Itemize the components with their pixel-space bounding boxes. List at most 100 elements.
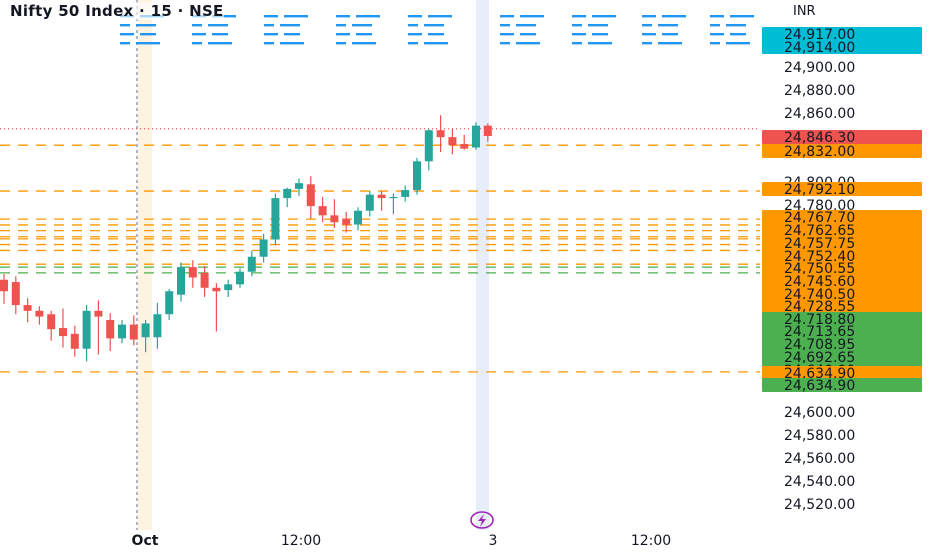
price-level-badge-bg xyxy=(762,324,922,338)
price-level-label: 24,767.70 xyxy=(784,210,855,226)
candle-body xyxy=(330,215,339,223)
price-level-label: 24,692.65 xyxy=(784,350,855,366)
price-level-badge: 24,634.90 xyxy=(762,378,922,394)
candle-body xyxy=(94,310,103,317)
candle-6 xyxy=(70,325,79,357)
legend-bar xyxy=(500,33,514,36)
candle-16 xyxy=(188,260,197,288)
indicator-legend-icon xyxy=(572,15,616,45)
candle-body xyxy=(342,218,351,225)
indicator-legend-icon xyxy=(408,15,452,45)
candle-body xyxy=(259,239,268,257)
candle-body xyxy=(354,210,362,225)
session-highlight xyxy=(138,0,152,530)
candle-body xyxy=(295,183,303,189)
time-tick-label: Oct xyxy=(132,533,159,549)
time-axis[interactable]: Oct 12:00 3 12:00 xyxy=(132,511,672,549)
price-level-badge: 24,917.00 xyxy=(762,27,922,43)
candle-8 xyxy=(94,300,103,355)
price-level-label: 24,792.10 xyxy=(784,182,855,198)
candle-10 xyxy=(118,320,126,343)
legend-bar xyxy=(284,33,300,36)
price-level-badge: 24,728.55 xyxy=(762,299,922,315)
price-level-label: 24,762.65 xyxy=(784,223,855,239)
price-axis[interactable]: 24,520.00 24,540.00 24,560.00 24,580.00 24,6… xyxy=(762,27,922,513)
candle-39 xyxy=(460,134,469,150)
candle-15 xyxy=(177,262,185,302)
candle-35 xyxy=(413,157,421,195)
candle-19 xyxy=(224,279,233,297)
legend-bar xyxy=(520,15,544,18)
legend-bar xyxy=(588,24,608,27)
candle-body xyxy=(82,310,91,349)
candle-37 xyxy=(436,115,445,153)
legend-bar xyxy=(520,33,536,36)
candle-21 xyxy=(247,251,256,277)
legend-bar xyxy=(572,15,586,18)
candle-body xyxy=(401,190,410,197)
legend-bar xyxy=(264,42,274,45)
price-tick-label: 24,560.00 xyxy=(784,451,855,467)
candle-3 xyxy=(35,306,44,325)
price-level-badge-bg xyxy=(762,350,922,364)
price-level-badge-bg xyxy=(762,144,922,158)
price-level-label: 24,750.55 xyxy=(784,261,855,277)
price-level-badge-bg xyxy=(762,27,922,41)
candle-body xyxy=(236,271,244,285)
legend-bar xyxy=(280,24,300,27)
candle-5 xyxy=(59,308,67,348)
candle-body xyxy=(200,272,209,288)
price-level-label: 24,846.30 xyxy=(784,130,855,146)
price-level-label: 24,708.95 xyxy=(784,337,855,353)
price-level-badge: 24,692.65 xyxy=(762,350,922,366)
currency-label[interactable]: INR xyxy=(793,4,816,19)
price-level-badge: 24,713.65 xyxy=(762,324,922,340)
legend-bar xyxy=(208,42,232,45)
legend-bar xyxy=(642,15,656,18)
legend-bar xyxy=(336,15,350,18)
candle-2 xyxy=(23,298,32,323)
lightning-icon-ring xyxy=(470,511,494,529)
candle-body xyxy=(165,291,174,315)
candle-body xyxy=(11,282,20,306)
price-level-badge: 24,750.55 xyxy=(762,261,922,277)
candle-body xyxy=(118,324,126,339)
price-level-badge-bg xyxy=(762,249,922,263)
candles-layer xyxy=(0,115,492,362)
time-tick-label: 12:00 xyxy=(281,533,321,549)
price-level-badge-bg xyxy=(762,366,922,380)
price-level-badge-bg xyxy=(762,182,922,196)
legend-bar xyxy=(408,24,418,27)
candle-31 xyxy=(365,191,374,217)
candle-18 xyxy=(212,283,221,332)
candle-36 xyxy=(424,129,433,171)
legend-bar xyxy=(136,42,160,45)
legend-bar xyxy=(500,24,510,27)
legend-bar xyxy=(572,42,582,45)
price-level-badge-bg xyxy=(762,337,922,351)
legend-bar xyxy=(642,33,656,36)
price-level-badge: 24,832.00 xyxy=(762,144,922,160)
candle-4 xyxy=(47,310,56,341)
candle-29 xyxy=(342,211,351,233)
candle-body xyxy=(35,310,44,317)
legend-bar xyxy=(730,33,746,36)
candle-9 xyxy=(106,313,115,352)
candle-body xyxy=(129,324,138,340)
price-level-badge: 24,846.30 xyxy=(762,130,922,146)
candle-20 xyxy=(236,268,244,288)
time-tick-label: 12:00 xyxy=(631,533,671,549)
legend-bar xyxy=(356,33,372,36)
legend-bar xyxy=(120,24,130,27)
lightning-icon[interactable] xyxy=(470,511,494,529)
candle-body xyxy=(106,320,115,339)
candle-body xyxy=(70,333,79,349)
level-lines-layer xyxy=(0,128,760,373)
candle-body xyxy=(365,194,374,211)
legend-bar xyxy=(726,42,750,45)
candle-7 xyxy=(82,305,91,362)
legend-bar xyxy=(658,24,678,27)
candle-24 xyxy=(283,187,292,208)
candle-body xyxy=(413,161,421,191)
